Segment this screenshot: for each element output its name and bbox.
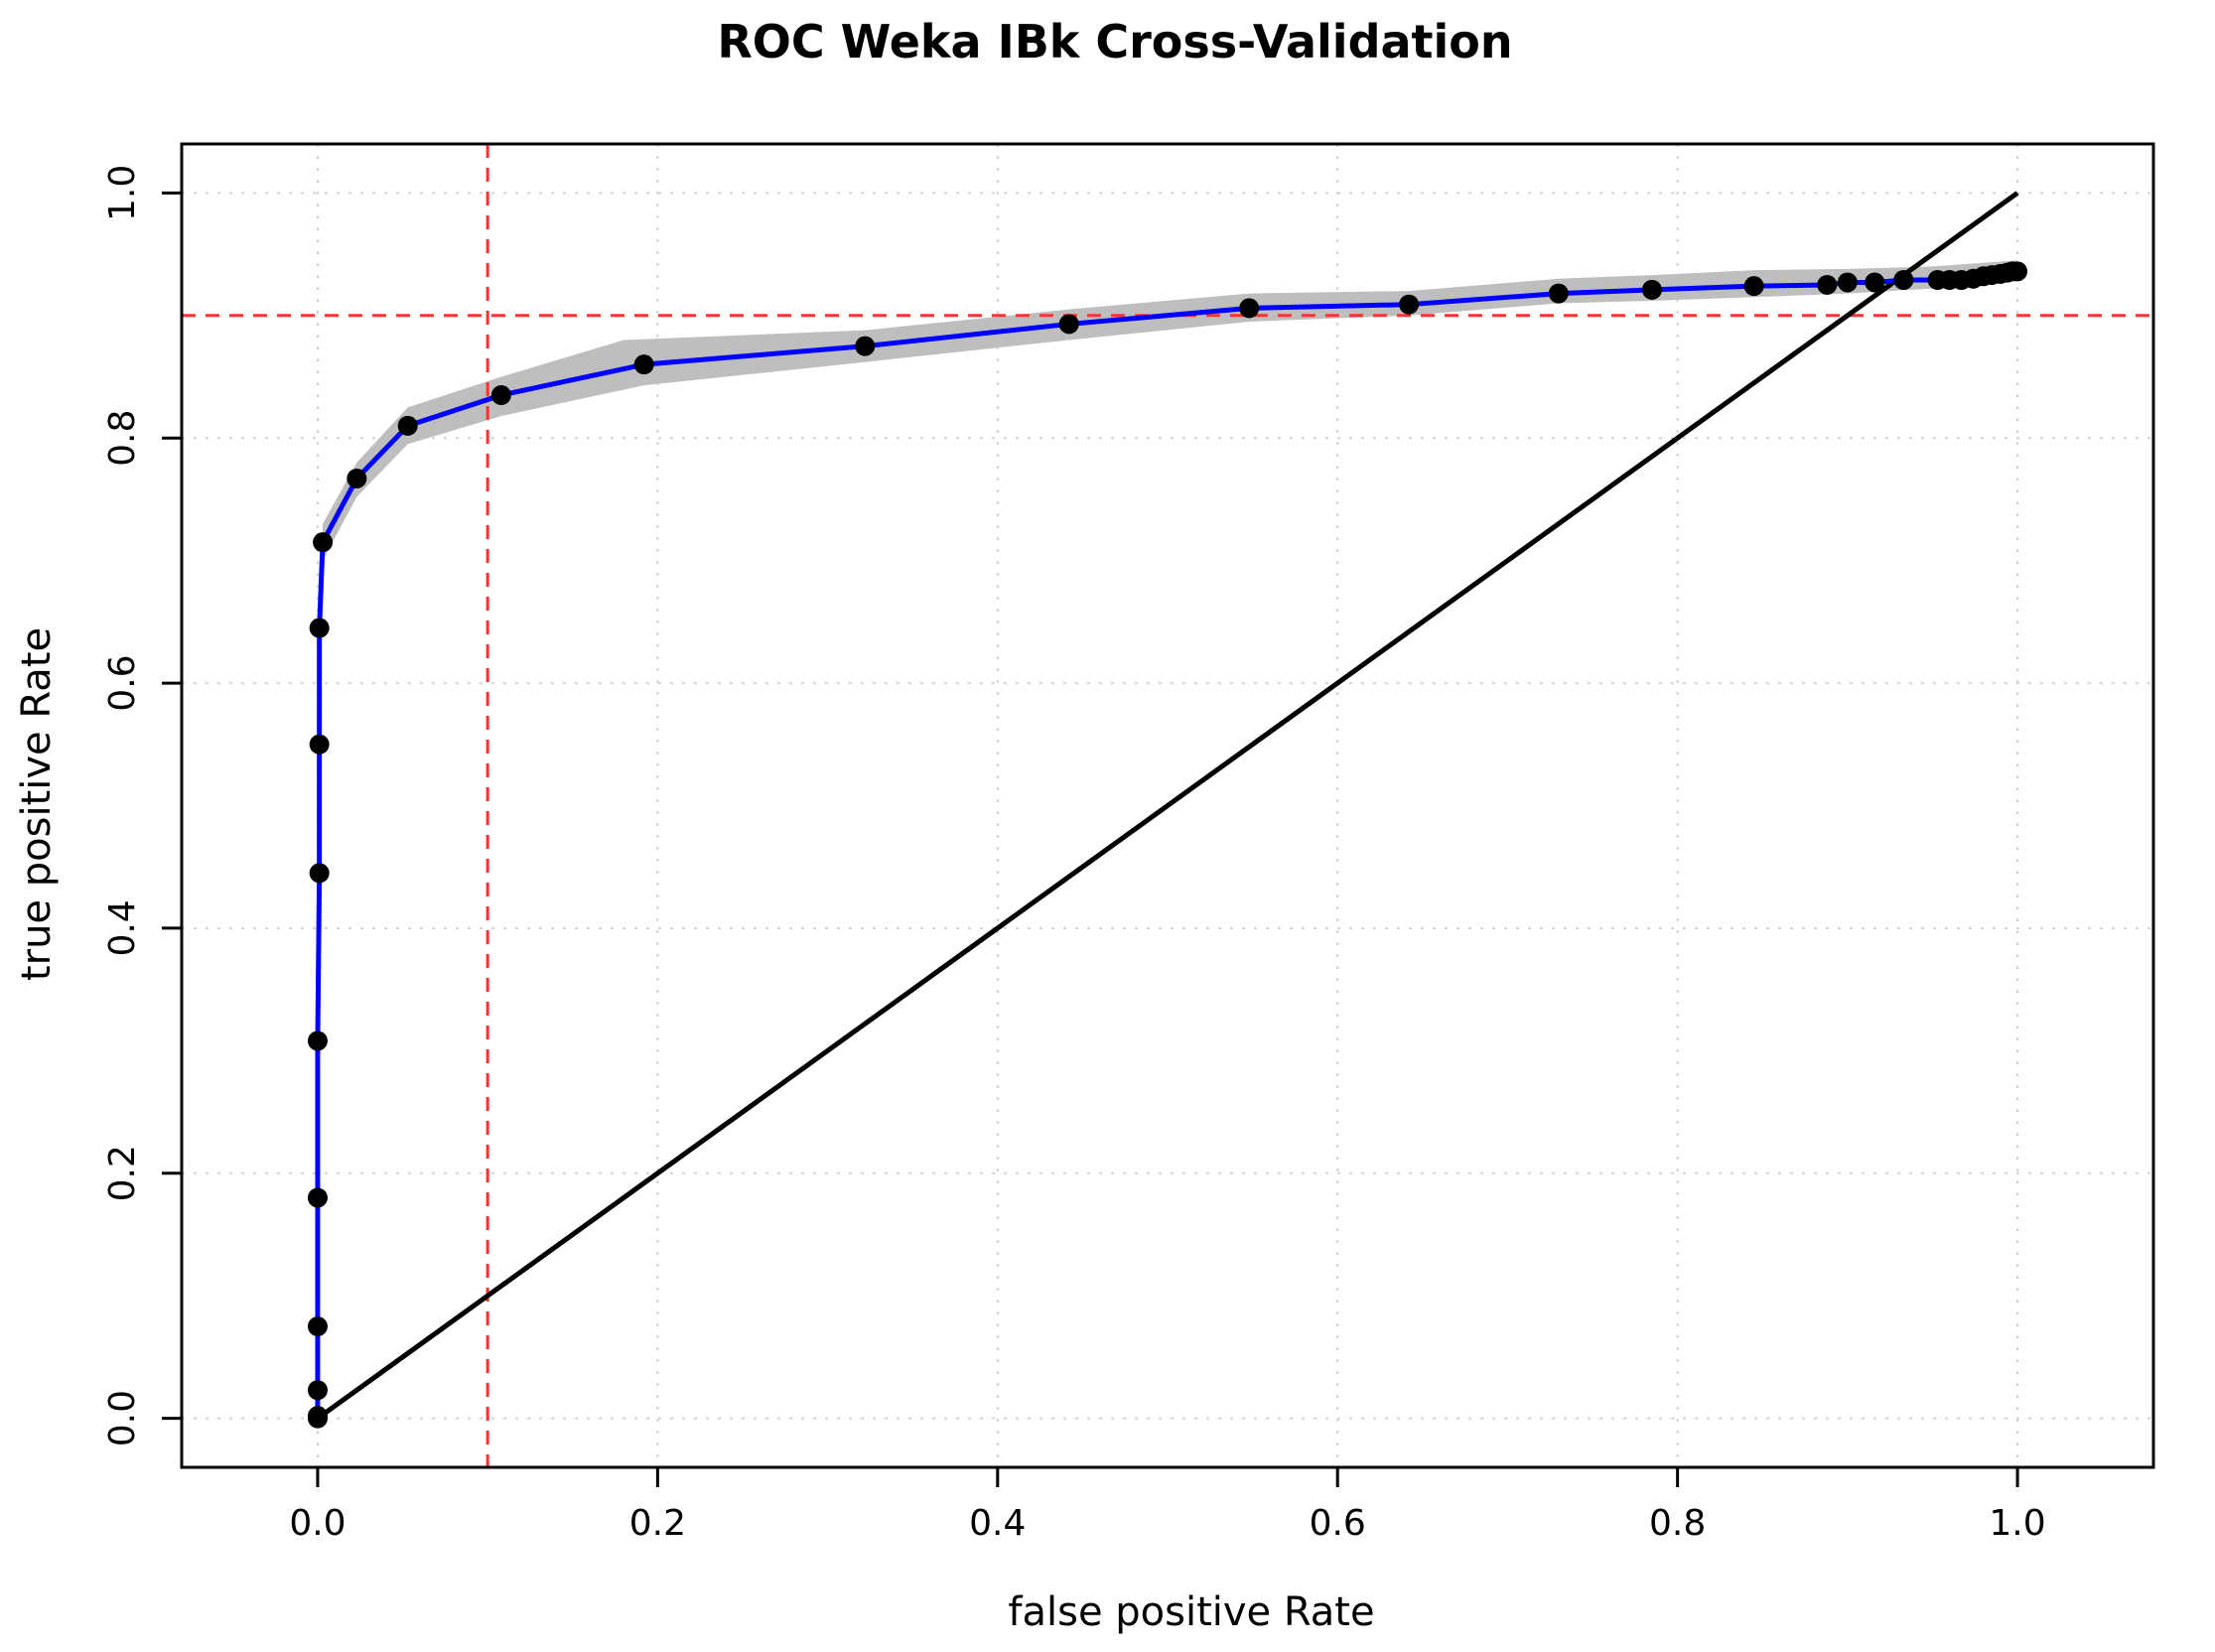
y-axis-label: true positive Rate — [14, 627, 60, 981]
data-point-8 — [309, 618, 330, 638]
x-axis: 0.0 0.2 0.4 0.6 0.8 1.0 — [289, 1465, 2046, 1544]
data-point-3 — [307, 1316, 328, 1337]
x-tick-label-0: 0.0 — [289, 1503, 346, 1544]
confidence-band-area — [317, 260, 2018, 1419]
data-point-13 — [633, 354, 654, 375]
diagonal-reference — [316, 191, 2019, 1421]
data-point-17 — [1399, 294, 1420, 315]
y-tick-label-5: 1.0 — [102, 165, 143, 221]
x-tick-label-3: 0.6 — [1310, 1503, 1366, 1544]
roc-points — [307, 261, 2028, 1429]
data-point-16 — [1239, 298, 1260, 319]
data-point-15 — [1058, 314, 1079, 335]
data-point-6 — [309, 863, 330, 884]
y-tick-label-1: 0.2 — [102, 1145, 143, 1201]
data-point-34 — [2007, 261, 2028, 282]
data-point-2 — [307, 1380, 328, 1401]
y-tick-label-3: 0.6 — [102, 654, 143, 711]
data-point-10 — [346, 468, 367, 488]
diagonal-line — [316, 191, 2019, 1421]
data-point-22 — [1837, 272, 1858, 293]
data-point-5 — [307, 1031, 328, 1051]
confidence-band — [317, 260, 2018, 1419]
data-point-14 — [855, 336, 876, 356]
roc-series — [315, 268, 2018, 1419]
data-point-23 — [1865, 272, 1885, 293]
data-point-21 — [1817, 274, 1838, 295]
x-tick-label-4: 0.8 — [1649, 1503, 1706, 1544]
data-point-9 — [313, 532, 334, 553]
chart-title: ROC Weka IBk Cross-Validation — [717, 15, 1512, 69]
data-point-7 — [309, 734, 330, 755]
x-tick-label-5: 1.0 — [1989, 1503, 2045, 1544]
y-tick-label-4: 0.8 — [102, 410, 143, 467]
x-tick-label-1: 0.2 — [629, 1503, 686, 1544]
y-tick-label-2: 0.4 — [102, 899, 143, 956]
data-point-4 — [307, 1187, 328, 1208]
x-axis-label: false positive Rate — [1008, 1589, 1374, 1635]
data-point-24 — [1893, 270, 1914, 291]
y-tick-label-0: 0.0 — [102, 1390, 143, 1446]
data-point-12 — [490, 385, 511, 406]
data-point-19 — [1641, 279, 1662, 300]
data-point-11 — [397, 415, 418, 436]
x-tick-label-2: 0.4 — [969, 1503, 1026, 1544]
data-point-18 — [1548, 283, 1569, 304]
data-point-1 — [307, 1406, 328, 1427]
series-line-0 — [315, 268, 2018, 1419]
data-point-20 — [1743, 276, 1764, 297]
y-axis: 0.0 0.2 0.4 0.6 0.8 1.0 — [102, 165, 184, 1446]
